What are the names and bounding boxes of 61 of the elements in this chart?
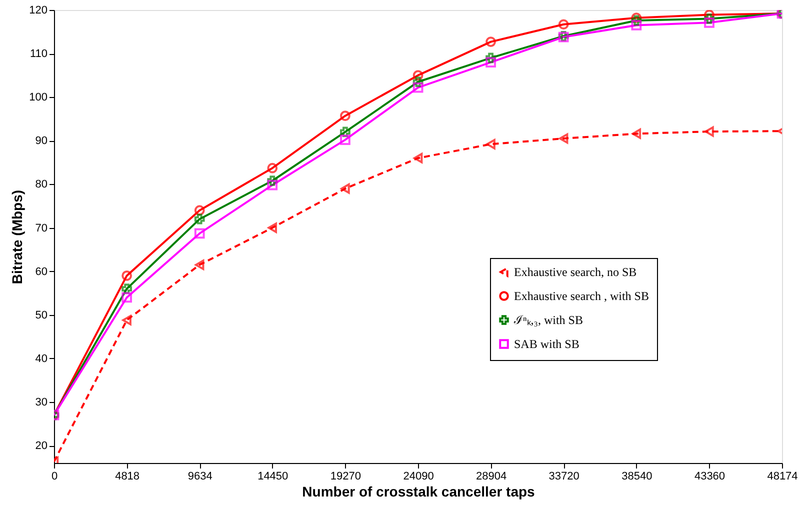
point [704, 14, 714, 24]
point [340, 110, 350, 122]
x-tick-label: 4818 [115, 470, 140, 482]
point [194, 228, 205, 239]
y-tick-label: 30 [35, 396, 48, 409]
point [194, 205, 205, 216]
legend-label: Exhaustive search, no SB [514, 265, 637, 279]
point [704, 17, 714, 28]
x-tick-label: 14450 [258, 470, 288, 482]
x-tick-label: 43360 [694, 470, 726, 482]
legend-label: SAB with SB [514, 337, 580, 351]
point [413, 152, 423, 164]
point [412, 76, 424, 88]
y-tick-label: 50 [35, 309, 48, 322]
point [558, 133, 568, 144]
y-tick-label: 120 [29, 4, 48, 16]
point [122, 270, 132, 281]
point [631, 20, 642, 30]
point [340, 126, 350, 138]
y-tick-label: 70 [35, 222, 48, 234]
point [704, 10, 714, 20]
x-tick-label: 19270 [330, 470, 362, 482]
y-tick-label: 40 [35, 352, 48, 365]
y-tick-label: 100 [29, 92, 48, 104]
point [486, 52, 496, 64]
point [267, 162, 278, 174]
x-tick-label: 48174 [767, 470, 798, 482]
x-axis-title: Number of crosstalk canceller taps [302, 484, 536, 500]
point [486, 36, 496, 47]
x-tick-label: 38540 [622, 470, 652, 482]
x-tick-label: 28904 [476, 470, 507, 482]
point [486, 57, 496, 68]
point [194, 260, 204, 270]
point [631, 15, 642, 26]
y-tick-label: 60 [35, 266, 48, 278]
point [340, 183, 350, 194]
point [268, 222, 277, 233]
point [194, 214, 205, 224]
point [122, 284, 132, 294]
y-tick-label: 110 [30, 48, 48, 60]
point [412, 82, 424, 93]
point [558, 19, 569, 30]
y-axis-title: Bitrate (Mbps) [9, 190, 26, 284]
point [632, 128, 642, 139]
x-tick-label: 0 [51, 470, 58, 482]
point [267, 180, 278, 190]
x-tick-label: 33720 [548, 470, 580, 482]
point [486, 138, 496, 150]
x-tick-label: 24090 [403, 470, 434, 482]
point [412, 70, 424, 81]
point [704, 126, 714, 137]
y-tick-label: 20 [35, 440, 48, 452]
point [340, 134, 350, 145]
x-tick-label: 9634 [188, 470, 212, 482]
point [122, 314, 132, 326]
y-tick-label: 80 [35, 178, 48, 191]
legend-label: Exhaustive search , with SB [514, 289, 649, 303]
point [122, 292, 132, 303]
point [267, 176, 278, 186]
legend-label: ℐⁿₖ,₃, with SB [513, 313, 583, 327]
y-tick-label: 90 [35, 135, 48, 148]
